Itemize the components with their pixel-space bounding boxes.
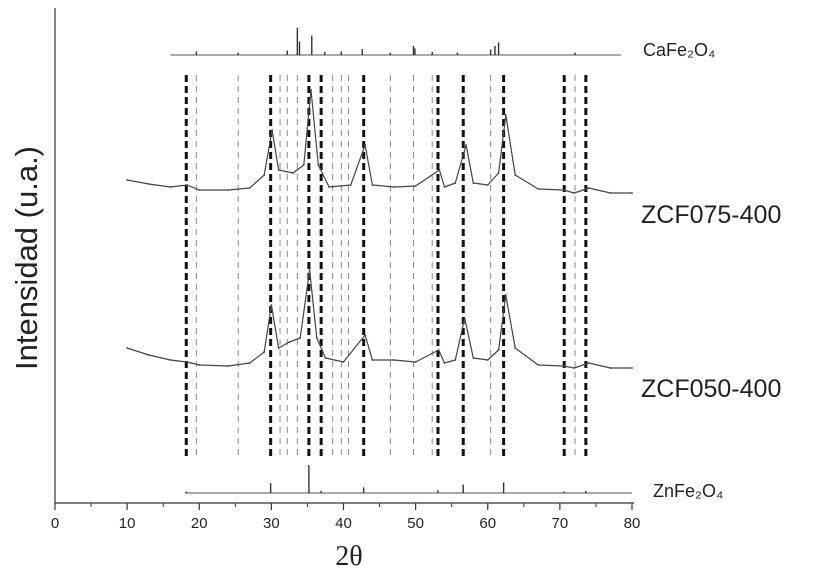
point-zcf050: [371, 359, 374, 361]
point-zcf050: [324, 357, 327, 359]
point-zcf075: [317, 164, 320, 166]
point-zcf050: [263, 351, 266, 353]
point-zcf075: [587, 187, 590, 189]
x-tick-label: 40: [335, 515, 352, 532]
point-zcf075: [310, 89, 312, 91]
point-zcf050: [414, 361, 417, 363]
y-axis-label: Intensidad (u.a.): [9, 146, 44, 370]
point-zcf075: [472, 182, 475, 184]
x-axis-label: 2θ: [335, 541, 362, 572]
point-zcf075: [364, 144, 367, 146]
series-label-zcf075: ZCF075-400: [641, 201, 781, 229]
point-zcf050: [609, 367, 612, 369]
point-zcf050: [443, 362, 446, 364]
point-zcf050: [277, 347, 280, 349]
point-zcf050: [315, 337, 318, 339]
point-zcf075: [454, 182, 457, 184]
x-tick-label: 60: [479, 515, 496, 532]
point-zcf075: [292, 172, 294, 174]
point-zcf050: [631, 367, 633, 369]
point-zcf075: [514, 174, 517, 176]
point-zcf050: [186, 361, 188, 363]
point-zcf050: [514, 347, 517, 349]
point-zcf050: [169, 359, 172, 361]
x-tick-label: 70: [552, 515, 569, 532]
series-label-zcf050: ZCF050-400: [641, 375, 781, 403]
point-zcf050: [472, 357, 475, 359]
point-zcf050: [497, 349, 500, 351]
point-zcf050: [504, 294, 507, 296]
point-zcf075: [263, 174, 266, 176]
point-zcf050: [147, 354, 150, 356]
point-zcf075: [147, 183, 150, 185]
point-zcf050: [454, 359, 457, 361]
point-zcf075: [271, 129, 273, 131]
point-zcf075: [573, 192, 576, 194]
point-zcf050: [437, 349, 440, 351]
point-zcf075: [465, 144, 468, 146]
point-zcf075: [562, 189, 565, 191]
x-tick-label: 30: [263, 515, 280, 532]
point-zcf075: [443, 186, 446, 188]
point-zcf050: [463, 317, 466, 319]
ref-label-znfe2o4: ZnFe₂O₄: [653, 481, 723, 501]
point-zcf050: [227, 365, 230, 367]
x-tick-label: 10: [119, 515, 136, 532]
point-zcf050: [270, 304, 273, 306]
point-zcf050: [587, 362, 590, 364]
point-zcf075: [497, 172, 500, 174]
point-zcf050: [308, 269, 311, 271]
point-zcf075: [169, 186, 172, 188]
point-zcf050: [198, 364, 201, 366]
ref-label-cafe2o4: CaFe₂O₄: [643, 40, 715, 60]
point-zcf075: [609, 192, 612, 194]
point-zcf075: [302, 164, 305, 166]
point-zcf050: [288, 341, 291, 343]
x-tick-label: 80: [624, 515, 641, 532]
point-zcf050: [537, 364, 540, 366]
point-zcf075: [371, 184, 374, 186]
point-zcf075: [328, 186, 330, 188]
point-zcf075: [438, 169, 441, 171]
point-zcf050: [126, 347, 129, 349]
point-zcf050: [562, 365, 565, 367]
x-tick-label: 0: [51, 515, 59, 532]
series-group: [126, 89, 633, 369]
point-zcf050: [486, 359, 489, 361]
reference-patterns: [170, 28, 632, 494]
series-line-zcf075: [126, 89, 632, 194]
point-zcf075: [631, 192, 633, 194]
point-zcf075: [537, 188, 540, 190]
point-zcf075: [198, 189, 201, 191]
point-zcf075: [414, 185, 417, 187]
point-zcf075: [393, 186, 395, 188]
point-zcf075: [186, 184, 188, 186]
point-zcf050: [342, 361, 345, 363]
point-zcf050: [393, 359, 395, 361]
series-line-zcf050: [126, 269, 632, 369]
guide-lines: [184, 75, 588, 458]
point-zcf075: [227, 189, 230, 191]
point-zcf075: [248, 187, 251, 189]
x-tick-label: 20: [191, 515, 208, 532]
point-zcf050: [299, 337, 302, 339]
point-zcf075: [504, 114, 507, 116]
point-zcf075: [126, 179, 129, 181]
x-tick-label: 50: [407, 515, 424, 532]
x-axis: 0 10 20 30 40 50 60 70 80: [51, 502, 641, 532]
point-zcf075: [486, 184, 489, 186]
point-zcf050: [573, 367, 576, 369]
point-zcf075: [349, 184, 352, 186]
point-zcf050: [364, 334, 367, 336]
point-zcf050: [248, 362, 251, 364]
point-zcf075: [277, 169, 280, 171]
